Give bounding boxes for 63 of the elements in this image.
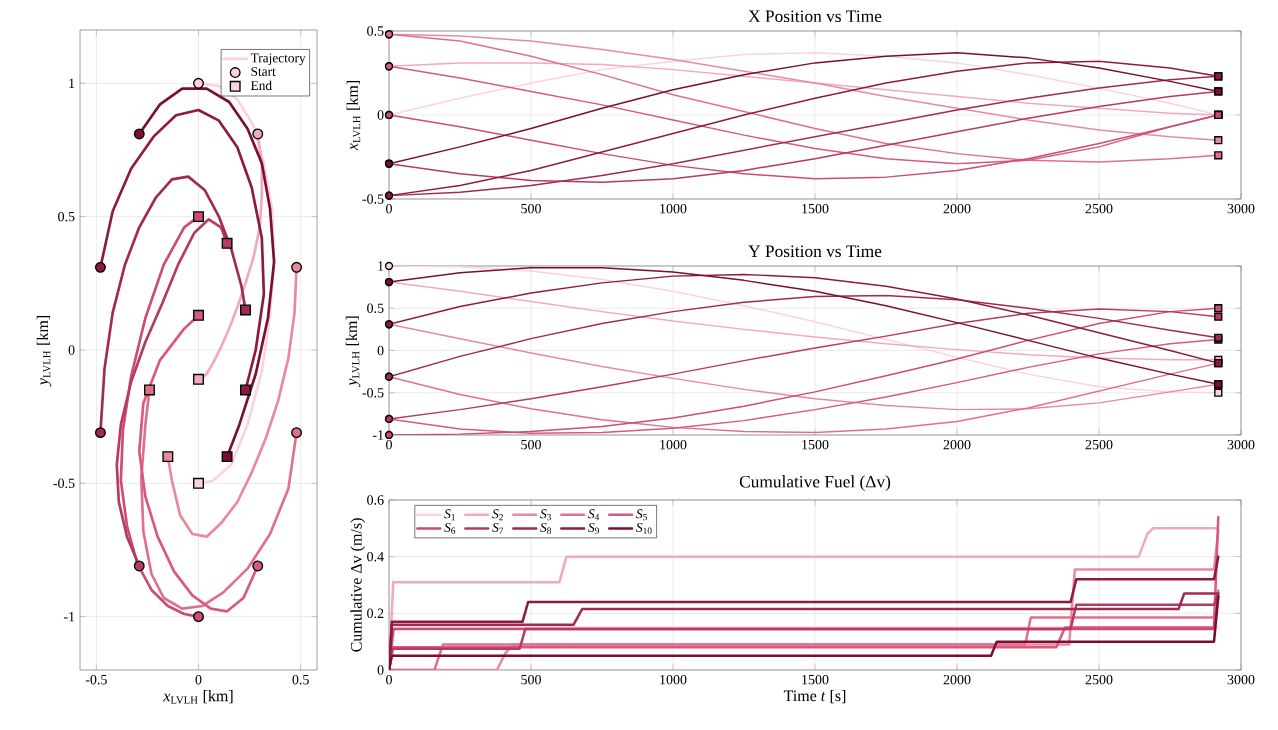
legend-label: Trajectory (250, 53, 306, 66)
x-tick-label: 2500 (1085, 439, 1113, 450)
x-tick-label: 0 (386, 203, 392, 214)
y-axis-title: Cumulative Δv (m/s) (350, 518, 365, 652)
y-tick-label: 0 (377, 345, 384, 356)
x-axis-title: x$_{LVLH}$ [km] (163, 690, 233, 704)
legend-label: S$_{3}$ (540, 509, 552, 521)
y-tick-label: 0.6 (367, 495, 384, 505)
y-tick-label: -1 (372, 430, 384, 440)
x-tick-label: 1500 (802, 203, 829, 214)
legend-label: S$_{9}$ (588, 522, 599, 534)
y-tick-label: 1 (69, 78, 75, 88)
legend-label: Start (251, 67, 276, 76)
y-tick-label: 0 (377, 665, 384, 675)
x-tick-label: 3000 (1227, 439, 1255, 450)
legend-label: S$_{7}$ (492, 522, 504, 534)
x-tick-label: 0 (386, 439, 392, 450)
y-axis-title: y$_{LVLH}$ [km] (36, 316, 52, 387)
y-tick-label: 0.5 (367, 26, 384, 36)
chart-title: X Position vs Time (748, 10, 882, 23)
legend-label: S$_{6}$ (444, 522, 456, 534)
x-tick-label: 3000 (1227, 674, 1255, 685)
legend-label: S$_{10}$ (636, 522, 652, 534)
x-tick-label: 500 (521, 674, 541, 685)
x-tick-label: 1500 (802, 439, 829, 450)
legend-label: S$_{2}$ (492, 509, 503, 521)
y-tick-label: -1 (63, 612, 75, 622)
y-tick-label: 0.4 (367, 551, 384, 562)
x-tick-label: 1000 (660, 203, 687, 214)
legend-label: S$_{8}$ (540, 522, 552, 534)
y-tick-label: 0.5 (367, 303, 384, 313)
legend-label: S$_{4}$ (588, 509, 600, 521)
legend-label: End (250, 80, 272, 91)
y-tick-label: -0.5 (362, 387, 384, 398)
x-tick-label: 0.5 (292, 674, 309, 685)
y-tick-label: -0.5 (362, 194, 384, 204)
y-tick-label: 1 (378, 261, 384, 271)
x-tick-label: 1000 (660, 674, 687, 685)
y-tick-label: 0 (377, 110, 384, 120)
x-tick-label: 0 (386, 674, 392, 685)
x-tick-label: 500 (521, 203, 541, 214)
y-axis-title: x$_{LVLH}$ [km] (346, 81, 361, 151)
y-tick-label: -0.5 (53, 478, 75, 489)
x-tick-label: 1000 (660, 439, 687, 450)
chart-title: Cumulative Fuel (Δv) (739, 475, 891, 492)
y-tick-label: 0 (68, 345, 75, 355)
x-tick-label: 1500 (802, 674, 829, 685)
chart-title: Y Position vs Time (748, 245, 882, 258)
x-tick-label: 500 (521, 439, 541, 450)
x-tick-label: -0.5 (85, 674, 107, 685)
y-tick-label: 0.2 (367, 608, 384, 619)
x-axis-title: Time t [s] (783, 689, 846, 704)
x-tick-label: 2000 (943, 674, 971, 685)
y-tick-label: 0.5 (58, 211, 75, 222)
y-axis-title: y$_{LVLH}$ [km] (345, 316, 361, 387)
x-tick-label: 2500 (1085, 674, 1113, 685)
legend-label: S$_{5}$ (636, 509, 647, 521)
x-tick-label: 0 (195, 674, 202, 685)
x-tick-label: 2500 (1085, 203, 1113, 214)
x-tick-label: 2000 (943, 439, 971, 450)
x-tick-label: 3000 (1227, 203, 1255, 214)
legend-label: S$_{1}$ (444, 509, 455, 521)
x-tick-label: 2000 (943, 203, 971, 214)
